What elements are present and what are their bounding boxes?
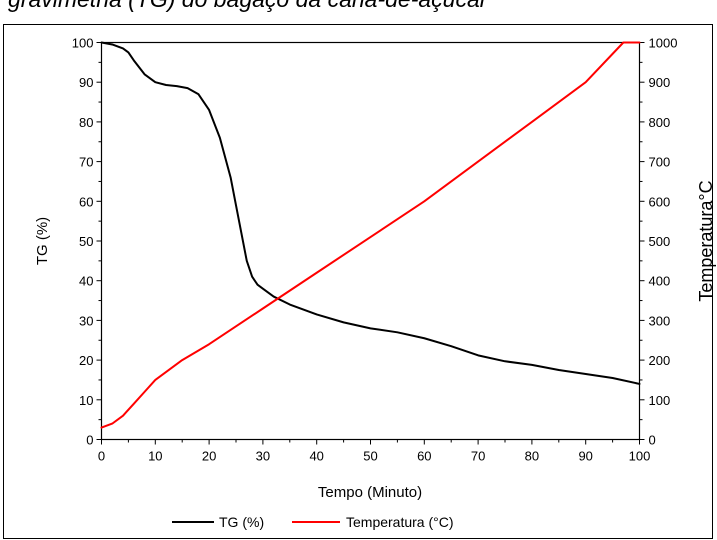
temperatura-series-line [100,41,641,429]
x-tick-label: 0 [98,449,105,464]
x-axis-title: Tempo (Minuto) [318,484,422,501]
tg-series-line [100,41,641,385]
legend: TG (%) Temperatura (°C) [172,514,454,530]
x-tick-label: 90 [578,449,592,464]
x-tick-label: 10 [148,449,162,464]
y2-tick-label: 1000 [649,36,678,51]
x-tick-label: 60 [417,449,431,464]
x-tick-label: 50 [363,449,377,464]
legend-label-tg: TG (%) [219,514,264,530]
x-tick-label: 70 [471,449,485,464]
y-tick-label: 50 [79,234,93,249]
x-tick-label: 40 [309,449,323,464]
y2-tick-label: 100 [649,393,671,408]
ticks-layer: 0 10 20 30 40 50 60 70 80 90 100010203040506070809… [72,36,678,464]
y2-tick-label: 200 [649,353,671,368]
figure-frame [3,24,713,539]
y2-tick-label: 0 [649,433,656,448]
y-tick-label: 90 [79,75,93,90]
y-tick-label: 80 [79,115,93,130]
y2-tick-label: 900 [649,75,671,90]
series-layer [100,41,641,429]
y-tick-label: 0 [86,433,93,448]
x-tick-label: 20 [202,449,216,464]
legend-label-temperatura: Temperatura (°C) [346,514,454,530]
chart-title: gravimetria (TG) do bagaço da cana-de-aç… [8,0,489,12]
y-tick-label: 10 [79,393,93,408]
y2-tick-label: 700 [649,155,671,170]
y2-tick-label: 400 [649,274,671,289]
y-tick-label: 30 [79,313,93,328]
x-tick-label: 30 [256,449,270,464]
y2-tick-label: 300 [649,313,671,328]
x-tick-label: 100 [629,449,651,464]
y-tick-label: 20 [79,353,93,368]
y-tick-label: 70 [79,155,93,170]
y-tick-label: 40 [79,274,93,289]
y-axis-title: TG (%) [34,217,51,265]
y2-axis-title: Temperatura°C [696,180,716,301]
y2-tick-label: 800 [649,115,671,130]
y2-tick-label: 500 [649,234,671,249]
y-tick-label: 100 [72,36,94,51]
y2-tick-label: 600 [649,194,671,209]
y-tick-label: 60 [79,194,93,209]
x-tick-label: 80 [525,449,539,464]
